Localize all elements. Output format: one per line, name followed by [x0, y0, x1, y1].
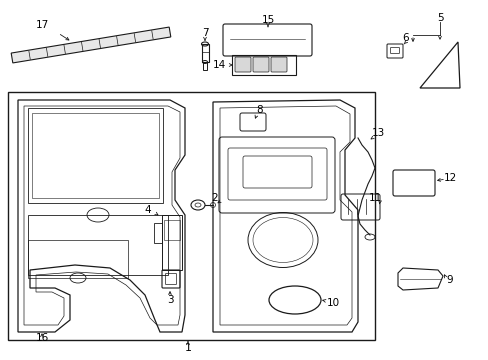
- Text: 15: 15: [261, 15, 274, 25]
- Text: 2: 2: [211, 193, 218, 203]
- Text: 9: 9: [446, 275, 452, 285]
- Text: 13: 13: [370, 128, 384, 138]
- Text: 8: 8: [256, 105, 263, 115]
- Polygon shape: [11, 27, 170, 63]
- Text: 16: 16: [35, 333, 48, 343]
- Text: 11: 11: [367, 193, 381, 203]
- Text: 6: 6: [402, 33, 408, 43]
- Text: 1: 1: [184, 343, 191, 353]
- FancyBboxPatch shape: [235, 57, 250, 72]
- Text: 4: 4: [144, 205, 151, 215]
- Text: 5: 5: [436, 13, 443, 23]
- FancyBboxPatch shape: [270, 57, 286, 72]
- Text: 14: 14: [212, 60, 225, 70]
- Text: 10: 10: [326, 298, 339, 308]
- Text: 12: 12: [443, 173, 456, 183]
- FancyBboxPatch shape: [252, 57, 268, 72]
- Text: 17: 17: [35, 20, 48, 30]
- Text: 3: 3: [166, 295, 173, 305]
- Text: 7: 7: [201, 28, 208, 38]
